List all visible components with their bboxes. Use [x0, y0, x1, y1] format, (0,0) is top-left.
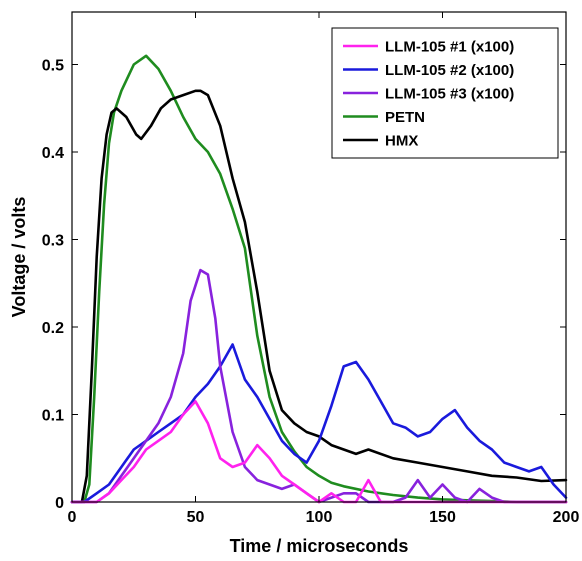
legend: LLM-105 #1 (x100) LLM-105 #2 (x100) LLM-10…: [331, 27, 559, 159]
series-line-1: [70, 400, 568, 504]
y-tick-label: 0.1: [42, 408, 64, 425]
legend-label-5: HMX: [385, 133, 418, 150]
legend-label-4: PETN: [385, 109, 425, 126]
y-axis-label: Voltage / volts: [9, 197, 29, 318]
series-line-5: [70, 89, 568, 504]
x-tick-label: 150: [429, 509, 456, 526]
legend-label-2: LLM-105 #2 (x100): [385, 62, 514, 79]
legend-entries: LLM-105 #1 (x100) LLM-105 #2 (x100) LLM-10…: [343, 39, 514, 150]
ticks-layer: 0 50 100 150 200 0 0.1 0.2 0.3 0.4 0.5: [42, 12, 580, 526]
legend-label-1: LLM-105 #1 (x100): [385, 39, 514, 56]
y-tick-label: 0.5: [42, 58, 64, 75]
y-tick-label: 0.2: [42, 320, 64, 337]
series-line-3: [70, 268, 568, 504]
legend-label-3: LLM-105 #3 (x100): [385, 86, 514, 103]
x-tick-label: 0: [68, 509, 77, 526]
x-axis-label: Time / microseconds: [230, 536, 409, 556]
x-tick-label: 200: [553, 509, 580, 526]
y-tick-label: 0: [55, 495, 64, 512]
y-tick-label: 0.3: [42, 233, 64, 250]
y-tick-label: 0.4: [42, 145, 64, 162]
series-line-2: [70, 343, 568, 504]
series-line-4: [70, 54, 568, 504]
x-tick-label: 100: [306, 509, 333, 526]
x-tick-label: 50: [187, 509, 205, 526]
